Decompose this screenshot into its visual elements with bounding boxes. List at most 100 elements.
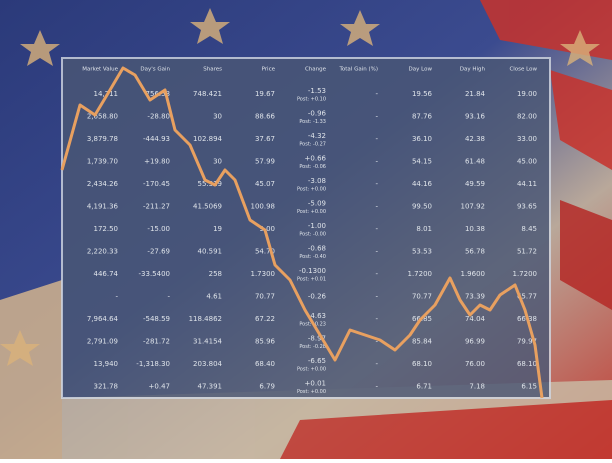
table-cell: 79.97 <box>517 338 537 346</box>
table-cell: 1.7200 <box>513 270 538 278</box>
table-cell: 68.40 <box>255 360 275 368</box>
column-header: Market Value <box>82 67 118 73</box>
table-cell: - <box>375 293 378 301</box>
table-cell: 88.66 <box>255 113 276 121</box>
table-cell: 36.10 <box>412 135 432 143</box>
table-cell: -211.27 <box>143 203 170 211</box>
change-cell: +0.66 <box>305 155 327 163</box>
table-cell: +19.80 <box>144 158 170 166</box>
table-cell: -170.45 <box>143 180 170 188</box>
post-market: Post: -0.27 <box>299 142 326 148</box>
table-cell: 1.9600 <box>461 270 486 278</box>
table-cell: 6.71 <box>416 383 432 391</box>
change-cell: +0.01 <box>305 380 326 388</box>
table-cell: 107.92 <box>461 203 486 211</box>
column-header: Day High <box>460 67 486 73</box>
change-cell: -1.53 <box>308 87 326 95</box>
column-header: Day's Gain <box>140 67 170 73</box>
table-cell: -444.93 <box>143 135 170 143</box>
table-cell: 4,191.36 <box>87 203 119 211</box>
table-cell: 44.16 <box>412 180 433 188</box>
table-cell: - <box>115 293 118 301</box>
table-cell: 19.56 <box>412 90 433 98</box>
change-cell: -8.97 <box>308 335 326 343</box>
table-cell: 99.50 <box>412 203 432 211</box>
table-cell: 1.7200 <box>408 270 433 278</box>
table-cell: 44.11 <box>517 180 537 188</box>
table-cell: 2,434.26 <box>87 180 119 188</box>
change-cell: -3.08 <box>308 177 326 185</box>
table-cell: -27.69 <box>147 248 170 256</box>
table-cell: - <box>375 90 378 98</box>
table-cell: 68.10 <box>412 360 432 368</box>
column-header: Shares <box>203 67 222 73</box>
post-market: Post: -0.28 <box>299 344 326 350</box>
change-cell: -0.1300 <box>299 267 326 275</box>
change-cell: -0.68 <box>308 245 326 253</box>
table-cell: 67.22 <box>255 315 275 323</box>
table-cell: 41.5069 <box>193 203 222 211</box>
post-market: Post: +0.00 <box>297 389 326 395</box>
change-cell: -6.65 <box>308 357 326 365</box>
table-panel <box>61 57 551 399</box>
table-cell: - <box>375 113 378 121</box>
table-cell: 14,711 <box>94 90 119 98</box>
table-cell: - <box>375 360 378 368</box>
table-cell: -1,318.30 <box>136 360 170 368</box>
table-cell: 321.78 <box>94 383 119 391</box>
table-cell: 9.00 <box>259 225 275 233</box>
change-cell: -4.63 <box>308 312 326 320</box>
table-cell: 8.45 <box>521 225 537 233</box>
column-header: Day Low <box>409 67 433 73</box>
table-cell: 2,658.80 <box>87 113 118 121</box>
table-cell: 68.10 <box>517 360 537 368</box>
table-cell: -15.00 <box>147 225 170 233</box>
table-cell: 93.16 <box>465 113 486 121</box>
post-market: Post: +0.00 <box>297 367 326 373</box>
table-cell: 57.99 <box>255 158 275 166</box>
table-cell: 2,220.33 <box>87 248 118 256</box>
table-cell: 47.391 <box>198 383 223 391</box>
table-cell: 6.79 <box>259 383 275 391</box>
table-cell: 19.00 <box>517 90 537 98</box>
table-cell: 61.48 <box>465 158 485 166</box>
table-cell: 42.38 <box>465 135 485 143</box>
table-cell: 21.84 <box>465 90 486 98</box>
table-cell: 446.74 <box>94 270 119 278</box>
table-cell: 51.72 <box>517 248 537 256</box>
table-cell: 70.77 <box>412 293 432 301</box>
post-market: Post: +0.00 <box>297 187 326 193</box>
table-cell: 102.894 <box>193 135 222 143</box>
table-cell: - <box>375 248 378 256</box>
table-cell: 45.07 <box>255 180 275 188</box>
table-cell: - <box>375 203 378 211</box>
table-cell: 56.78 <box>465 248 485 256</box>
post-market: Post: +0.01 <box>297 277 326 283</box>
table-cell: 85.96 <box>255 338 276 346</box>
column-header: Change <box>305 67 327 73</box>
table-cell: 7,964.64 <box>87 315 119 323</box>
change-cell: -4.32 <box>308 132 326 140</box>
table-cell: -548.59 <box>143 315 170 323</box>
post-market: Post: -0.40 <box>299 254 326 260</box>
table-cell: 49.59 <box>465 180 485 188</box>
table-cell: - <box>375 158 378 166</box>
table-cell: -281.72 <box>143 338 170 346</box>
table-cell: 76.00 <box>465 360 485 368</box>
table-cell: 10.38 <box>465 225 485 233</box>
table-cell: 73.39 <box>465 293 485 301</box>
table-cell: 3,879.78 <box>87 135 118 143</box>
table-cell: - <box>375 338 378 346</box>
table-cell: - <box>375 315 378 323</box>
table-cell: 31.4154 <box>193 338 222 346</box>
table-cell: - <box>375 383 378 391</box>
table-cell: -33.5400 <box>139 270 170 278</box>
table-cell: 2,791.09 <box>87 338 118 346</box>
table-cell: 53.53 <box>412 248 432 256</box>
post-market: Post: -0.06 <box>299 164 326 170</box>
table-cell: - <box>375 135 378 143</box>
table-cell: 82.00 <box>517 113 537 121</box>
